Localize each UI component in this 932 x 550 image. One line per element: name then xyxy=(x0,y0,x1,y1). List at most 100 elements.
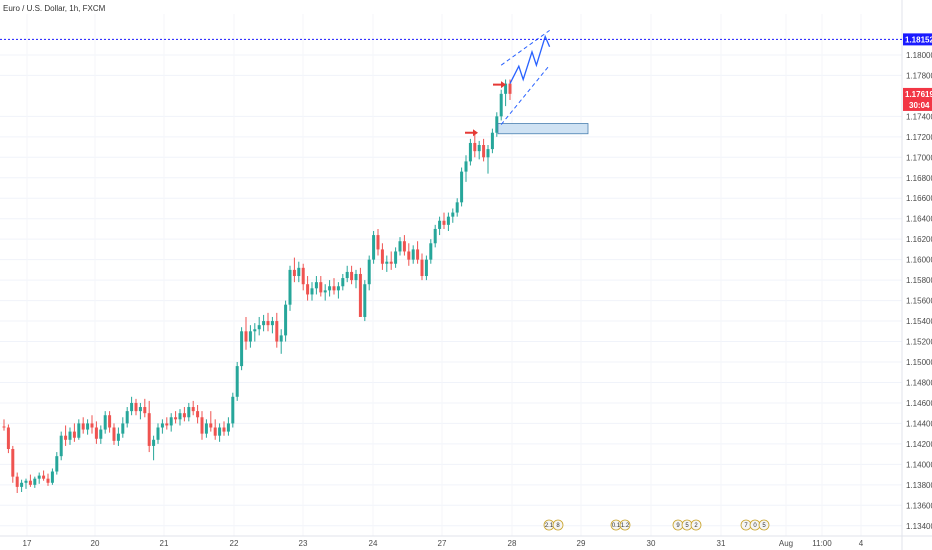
candle[interactable] xyxy=(363,280,367,322)
candle[interactable] xyxy=(2,419,6,431)
candle[interactable] xyxy=(284,300,288,342)
candle[interactable] xyxy=(187,402,191,422)
candle[interactable] xyxy=(319,276,323,297)
event-marker[interactable]: 0.1 xyxy=(610,519,622,531)
candle[interactable] xyxy=(20,479,24,492)
candle[interactable] xyxy=(125,407,129,428)
candle[interactable] xyxy=(156,423,160,444)
candle[interactable] xyxy=(213,419,217,440)
candle[interactable] xyxy=(451,208,455,223)
candle[interactable] xyxy=(165,417,169,430)
candle[interactable] xyxy=(248,325,252,348)
candle[interactable] xyxy=(11,445,15,483)
candle[interactable] xyxy=(130,396,134,416)
candle[interactable] xyxy=(398,237,402,256)
event-marker[interactable]: 9 xyxy=(672,519,684,531)
candle[interactable] xyxy=(477,140,481,160)
candle[interactable] xyxy=(341,273,345,291)
candle[interactable] xyxy=(112,423,116,445)
event-marker[interactable]: 0 xyxy=(749,519,761,531)
candle[interactable] xyxy=(310,282,314,301)
candle[interactable] xyxy=(262,314,266,332)
price-axis[interactable]: 1.18000 1.17800 1.17400 1.17200 1.17000 1.168… xyxy=(906,51,932,531)
candle[interactable] xyxy=(209,411,213,432)
candle[interactable] xyxy=(328,280,332,297)
candle[interactable] xyxy=(235,362,239,401)
event-marker[interactable]: 1.2 xyxy=(619,519,631,531)
candle[interactable] xyxy=(138,402,142,420)
candle[interactable] xyxy=(196,404,200,424)
channel-lower-line[interactable] xyxy=(500,64,550,125)
candle[interactable] xyxy=(504,79,508,107)
candle[interactable] xyxy=(266,312,270,332)
candle[interactable] xyxy=(345,265,349,283)
candle[interactable] xyxy=(411,245,415,264)
candle[interactable] xyxy=(28,474,32,487)
candle[interactable] xyxy=(380,243,384,270)
event-marker[interactable]: 5 xyxy=(681,519,693,531)
candle[interactable] xyxy=(46,473,50,486)
candle[interactable] xyxy=(222,421,226,436)
candle[interactable] xyxy=(94,421,98,444)
candle[interactable] xyxy=(332,278,336,295)
candle[interactable] xyxy=(275,312,279,348)
candle[interactable] xyxy=(490,128,494,154)
candle[interactable] xyxy=(226,417,230,436)
projection-zigzag[interactable] xyxy=(509,34,551,84)
candle[interactable] xyxy=(350,265,354,285)
candle[interactable] xyxy=(15,472,19,494)
candle[interactable] xyxy=(402,235,406,256)
candle[interactable] xyxy=(37,472,41,484)
candle[interactable] xyxy=(231,392,235,428)
candle[interactable] xyxy=(257,316,261,336)
candle[interactable] xyxy=(314,276,318,295)
candle[interactable] xyxy=(81,417,85,434)
candle[interactable] xyxy=(68,427,72,445)
candle[interactable] xyxy=(103,411,107,434)
candle[interactable] xyxy=(385,255,389,272)
candle[interactable] xyxy=(218,423,222,442)
candle[interactable] xyxy=(72,423,76,442)
candle[interactable] xyxy=(468,138,472,166)
candle[interactable] xyxy=(442,212,446,229)
candle[interactable] xyxy=(121,417,125,438)
candle[interactable] xyxy=(108,411,112,433)
candle[interactable] xyxy=(160,419,164,434)
event-marker[interactable]: 7 xyxy=(740,519,752,531)
candle[interactable] xyxy=(367,255,371,291)
candle[interactable] xyxy=(499,89,503,121)
candle[interactable] xyxy=(279,329,283,354)
candle[interactable] xyxy=(134,398,138,416)
event-marker[interactable]: 2.1 xyxy=(543,519,555,531)
candle[interactable] xyxy=(33,476,37,488)
candle[interactable] xyxy=(354,269,358,289)
candle[interactable] xyxy=(424,255,428,281)
candle[interactable] xyxy=(143,398,147,418)
time-axis[interactable]: 17 20 21 22 23 24 27 28 29 30 31 Aug 11:00 4 xyxy=(23,539,864,548)
candle[interactable] xyxy=(50,468,54,485)
candle[interactable] xyxy=(204,419,208,438)
candle[interactable] xyxy=(455,198,459,217)
candle[interactable] xyxy=(182,407,186,422)
candle[interactable] xyxy=(433,224,437,248)
candle[interactable] xyxy=(244,316,248,350)
candle[interactable] xyxy=(77,419,81,440)
event-marker[interactable]: 2 xyxy=(690,519,702,531)
candle[interactable] xyxy=(301,263,305,291)
candle[interactable] xyxy=(59,431,63,461)
candle[interactable] xyxy=(253,323,257,342)
candle[interactable] xyxy=(306,276,310,301)
candle[interactable] xyxy=(460,167,464,207)
candle[interactable] xyxy=(407,243,411,266)
candle[interactable] xyxy=(86,419,90,435)
candle[interactable] xyxy=(240,327,244,371)
candle[interactable] xyxy=(323,284,327,301)
demand-zone[interactable] xyxy=(497,123,589,135)
candle[interactable] xyxy=(482,138,486,162)
candle[interactable] xyxy=(178,409,182,426)
candle[interactable] xyxy=(200,411,204,440)
candle[interactable] xyxy=(376,228,380,256)
candle[interactable] xyxy=(473,134,477,158)
candle[interactable] xyxy=(416,241,420,264)
